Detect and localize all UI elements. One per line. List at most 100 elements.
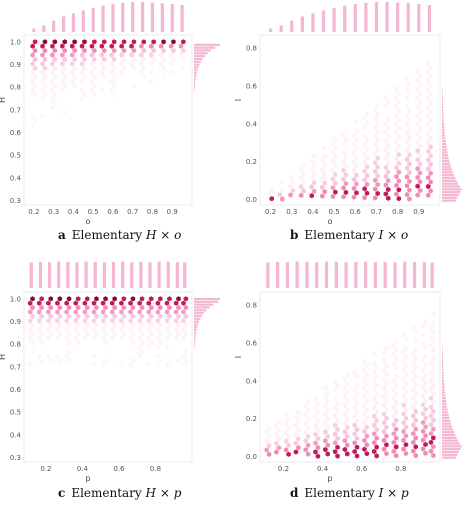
hexbin-cell [48,305,53,311]
hexbin-cell [354,391,360,397]
hexbin-cell [351,185,357,191]
hexbin-cell [55,309,60,315]
hexbin-cell [161,56,166,62]
x-tick-label: 0.7 [127,208,138,216]
hexbin-cell [332,422,338,428]
y-tick-label: 0.6 [10,129,22,137]
hexbin-cell [176,305,181,311]
hexbin-cell [393,417,399,424]
hexbin-cell [290,188,296,194]
side-hist-bar [442,145,447,148]
hexbin-cell [305,407,311,413]
hexbin-cell [75,340,81,346]
top-hist-bar [295,261,299,288]
hexbin-cell [333,145,338,151]
side-hist-bar [442,380,445,383]
hexbin-cell [352,369,357,375]
hexbin-cell [393,382,399,388]
side-hist-bar [442,199,456,202]
hexbin-cell [109,70,114,76]
side-hist-bar [442,399,447,403]
hexbin-cell [384,433,389,439]
top-hist-bar [102,262,106,288]
hexbin-cell [401,446,406,452]
hexbin-cell [46,335,51,341]
hexbin-cell [167,313,172,319]
hexbin-cell [394,174,399,180]
hexbin-cell [428,422,434,428]
hexbin-cell [383,182,389,188]
hexbin-cell [362,376,367,382]
hexbin-cell [404,156,410,162]
hexbin-cell [320,184,325,190]
hexbin-cell [55,353,60,359]
hexbin-cell [333,189,338,195]
hexbin-cell [82,327,88,333]
hexbin-cell [374,444,379,450]
hexbin-cell [415,148,420,154]
side-hist-bar [442,191,461,194]
top-hist-bar [29,262,33,288]
plot-frame [259,34,441,206]
side-hist-bar [442,185,460,188]
hexbin-cell [394,86,399,92]
hexbin-cell [407,90,412,96]
side-hist-bar [194,60,201,63]
hexbin-cell [131,48,137,54]
hexbin-cell [315,427,321,433]
hexbin-cell [351,159,357,165]
y-tick-label: 0.9 [10,61,21,69]
side-hist-bar [442,371,444,374]
y-tick-label: 0.6 [246,340,258,348]
hexbin-cell [149,43,154,49]
side-hist-bar [194,86,195,89]
hexbin-cell [373,124,378,131]
hexbin-cell [280,187,285,193]
hexbin-cell [420,393,426,399]
hexbin-cell [428,100,433,106]
hexbin-cell [75,322,81,328]
top-hist-bar [183,262,187,288]
hexbin-cell [396,99,402,105]
hexbin-cell [384,363,389,369]
hexbin-cell [183,357,189,363]
hexbin-cell [155,335,161,341]
hexbin-cell [164,362,170,368]
hexbin-cell [39,313,44,319]
hexbin-cell [420,367,426,373]
x-axis-label: o [328,217,333,226]
hexbin-cell [404,130,410,136]
hexbin-cell [413,382,418,388]
hexbin-cell [372,448,377,455]
hexbin-cell [407,152,412,158]
hexbin-cell [423,389,428,395]
hexbin-cell [384,389,389,395]
hexbin-cell [313,414,318,420]
hexbin-cell [52,56,58,62]
hexbin-cell [383,164,389,171]
hexbin-cell [413,435,418,441]
hexbin-cell [420,331,426,338]
hexbin-cell [330,176,336,182]
hexbin-cell [354,190,359,196]
hexbin-cell [403,406,409,413]
top-hist-bar [315,262,319,288]
hexbin-cell [394,121,399,127]
hexbin-cell [92,65,97,71]
y-axis-label: H [0,97,7,103]
hexbin-cell [82,300,88,306]
hexbin-cell [428,161,433,168]
hexbin-cell [415,139,420,145]
hexbin-cell [335,427,340,433]
hexbin-cell [394,165,399,171]
hexbin-cell [325,442,330,448]
hexbin-cell [85,305,90,311]
hexbin-cell [404,86,410,92]
x-tick-label: 0.4 [307,208,319,216]
top-hist-bar [373,262,378,288]
hexbin-cell [428,342,434,349]
hexbin-cell [394,147,399,153]
top-hist-bar [166,261,170,288]
hexbin-cell [332,413,338,420]
hexbin-cell [413,391,418,397]
